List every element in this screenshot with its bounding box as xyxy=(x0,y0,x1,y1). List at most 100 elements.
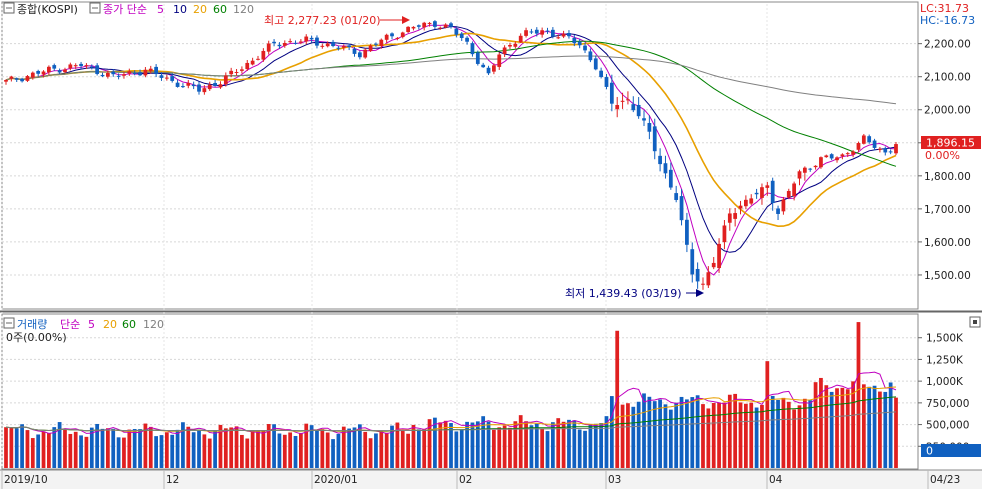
candle-body xyxy=(840,154,845,157)
volume-ma-120-label[interactable]: 120 xyxy=(143,318,164,331)
candle-body xyxy=(170,76,175,81)
volume-bar xyxy=(250,431,255,468)
volume-ma-5-label[interactable]: 5 xyxy=(88,318,95,331)
volume-bar xyxy=(867,386,872,468)
candle-body xyxy=(390,33,394,37)
volume-bar xyxy=(760,404,764,468)
volume-bar xyxy=(159,435,164,468)
candle-body xyxy=(288,41,293,43)
volume-bar xyxy=(422,428,427,468)
volume-bar xyxy=(95,423,100,468)
volume-bar xyxy=(808,400,813,468)
volume-bar xyxy=(674,402,679,468)
candle-body xyxy=(245,62,250,70)
volume-bar xyxy=(73,431,78,468)
candle-body xyxy=(690,249,695,275)
ma-5-label[interactable]: 5 xyxy=(157,3,164,16)
low-arrow-head-icon xyxy=(696,289,704,297)
volume-bar xyxy=(813,382,818,468)
candle-body xyxy=(122,74,126,76)
candle-body xyxy=(266,43,271,52)
volume-panel-title[interactable]: 거래량 xyxy=(17,318,47,331)
volume-bar xyxy=(127,429,132,468)
candle-body xyxy=(711,262,716,268)
candle-body xyxy=(84,65,89,67)
ma-20-label[interactable]: 20 xyxy=(193,3,207,16)
volume-ma-20-label[interactable]: 20 xyxy=(103,318,117,331)
volume-bar xyxy=(475,421,480,468)
ma-label[interactable]: 종가 단순 xyxy=(103,3,147,16)
volume-moving-averages xyxy=(5,371,897,435)
volume-bar xyxy=(513,421,518,468)
ma-10-label[interactable]: 10 xyxy=(173,3,187,16)
volume-bar xyxy=(41,431,46,468)
candle-body xyxy=(256,58,260,60)
volume-bar xyxy=(52,427,57,468)
price-panel-title[interactable]: 종합(KOSPI) xyxy=(17,3,78,16)
candle-body xyxy=(615,105,620,110)
candle-body xyxy=(384,34,389,40)
candle-body xyxy=(95,65,100,74)
ma-60-label[interactable]: 60 xyxy=(213,3,227,16)
volume-bar xyxy=(572,420,577,468)
candle-body xyxy=(47,66,51,73)
candle-body xyxy=(642,118,646,121)
volume-bar xyxy=(685,399,689,468)
volume-bar xyxy=(433,417,437,468)
volume-bar xyxy=(550,422,555,468)
low-annotation: 최저 1,439.43 (03/19) xyxy=(565,287,682,300)
candle-body xyxy=(765,185,770,188)
candle-body xyxy=(261,50,266,60)
volume-bar xyxy=(266,424,271,468)
candle-body xyxy=(207,84,212,90)
volume-bar xyxy=(835,388,839,468)
volume-bar xyxy=(379,431,384,468)
volume-bar-series xyxy=(4,322,898,468)
candle-body xyxy=(277,44,282,47)
candle-body xyxy=(299,41,303,43)
candle-body xyxy=(433,21,437,27)
candle-body xyxy=(556,37,561,39)
volume-bar xyxy=(701,404,705,468)
candle-body xyxy=(400,32,405,38)
volume-bar xyxy=(111,428,116,468)
candle-body xyxy=(572,37,577,44)
candle-body xyxy=(824,155,829,158)
volume-bar xyxy=(599,423,603,468)
volume-bar xyxy=(647,396,652,468)
candle-body xyxy=(701,283,705,285)
volume-bar xyxy=(738,402,743,468)
volume-bar xyxy=(524,421,528,468)
candle-body xyxy=(416,25,421,27)
candle-body xyxy=(776,208,780,214)
volume-bar xyxy=(400,430,405,468)
volume-bar xyxy=(261,430,266,468)
price-y-axis: 1,500.00 1,600.00 1,700.00 1,800.00 2,000.00… xyxy=(918,39,971,282)
volume-bar xyxy=(282,434,287,468)
candle-body xyxy=(508,45,512,47)
candle-body xyxy=(186,82,191,86)
volume-bar xyxy=(197,430,201,468)
ma-120-label[interactable]: 120 xyxy=(233,3,254,16)
lc-label: LC:31.73 xyxy=(920,2,969,15)
candle-body xyxy=(138,72,142,76)
volume-bar xyxy=(47,433,51,468)
candle-body xyxy=(234,71,239,73)
volume-bar xyxy=(122,437,126,468)
candle-body xyxy=(197,84,201,92)
volume-bar xyxy=(154,436,158,468)
candle-body xyxy=(781,199,786,212)
candle-body xyxy=(749,198,754,204)
volume-ma-60-label[interactable]: 60 xyxy=(122,318,136,331)
candle-body xyxy=(513,43,518,47)
candle-body xyxy=(14,78,19,80)
volume-bar xyxy=(888,382,893,468)
candle-body xyxy=(465,37,469,42)
price-tick-label: 1,600.00 xyxy=(924,237,971,249)
volume-bar xyxy=(132,429,137,468)
volume-ma-label[interactable]: 단순 xyxy=(60,318,80,331)
candle-body xyxy=(272,41,276,44)
volume-bar xyxy=(105,428,110,468)
volume-bar xyxy=(819,377,823,468)
